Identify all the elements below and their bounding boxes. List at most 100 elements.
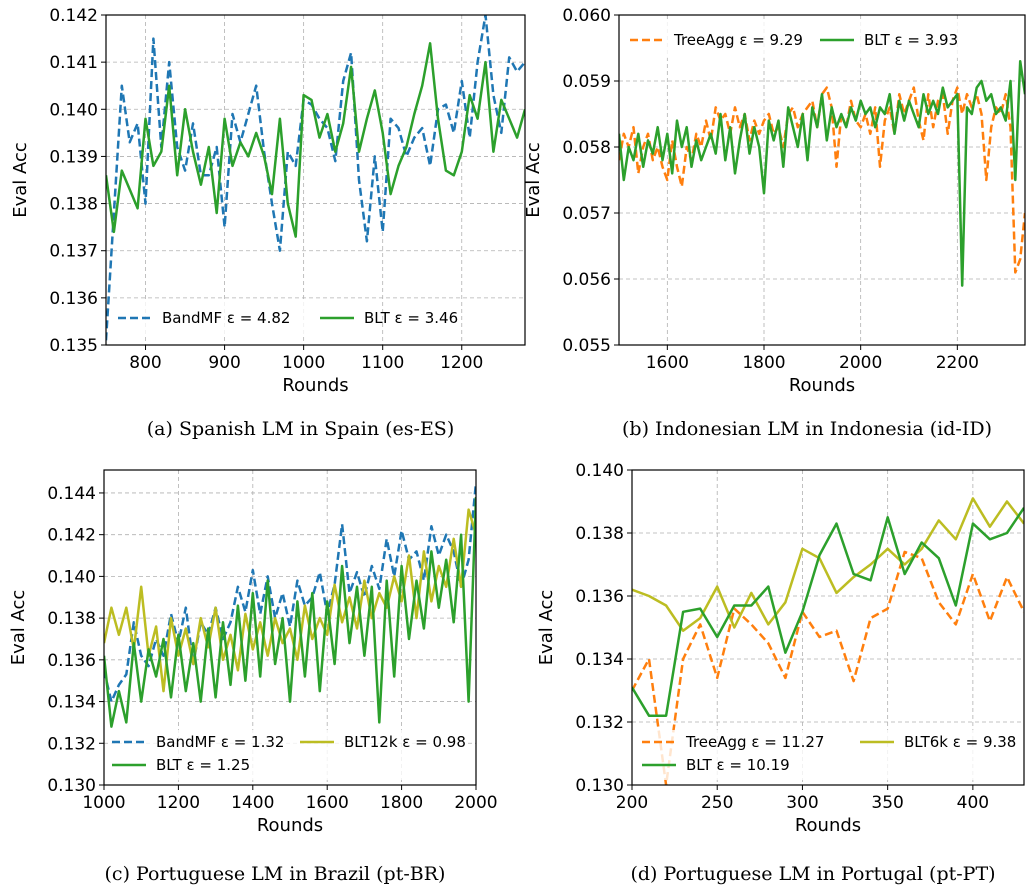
legend-label: BLT ε = 3.93 (864, 31, 958, 49)
y-tick-label: 0.138 (575, 524, 624, 544)
y-tick-label: 0.056 (562, 270, 611, 290)
x-tick-label: 250 (701, 793, 733, 813)
x-tick-label: 900 (208, 353, 240, 373)
y-tick-label: 0.134 (575, 650, 624, 670)
x-tick-label: 1800 (742, 353, 785, 373)
legend-label: BandMF ε = 1.32 (156, 733, 284, 751)
y-tick-label: 0.055 (562, 336, 611, 356)
x-tick-label: 2000 (454, 793, 497, 813)
series-line (632, 507, 1024, 717)
y-tick-label: 0.142 (47, 526, 96, 546)
series-group (632, 497, 1024, 785)
legend-label: BandMF ε = 4.82 (162, 309, 290, 327)
series-line (632, 550, 1024, 785)
panel-caption: (b) Indonesian LM in Indonesia (id-ID) (622, 418, 992, 440)
series-line (104, 482, 476, 703)
legend-label: TreeAgg ε = 9.29 (673, 31, 803, 49)
y-tick-label: 0.138 (47, 609, 96, 629)
y-tick-label: 0.132 (47, 734, 96, 754)
x-tick-label: 800 (129, 353, 161, 373)
legend-label: BLT ε = 10.19 (686, 756, 790, 774)
y-tick-label: 0.132 (575, 713, 624, 733)
y-tick-label: 0.136 (47, 651, 96, 671)
y-tick-label: 0.059 (562, 72, 611, 92)
y-tick-label: 0.136 (575, 587, 624, 607)
x-tick-label: 1100 (361, 353, 404, 373)
x-tick-label: 1200 (440, 353, 483, 373)
y-tick-label: 0.141 (49, 53, 98, 73)
legend-box (113, 300, 343, 336)
legend-box (636, 730, 1016, 780)
legend: TreeAgg ε = 11.27 BLT6k ε = 9.38 BLT ε = 1… (636, 730, 1016, 780)
panel-d-portugal-lm: 200 250 300 350 400 0.130 0.132 0.134 0.136 0.138… (536, 461, 1025, 885)
x-tick-label: 350 (871, 793, 903, 813)
y-tick-label: 0.140 (49, 100, 98, 120)
panel-c-brazil-lm: 1000 1200 1400 1600 1800 2000 0.130 0.132 0.134 0… (8, 469, 498, 885)
series-group (106, 15, 525, 341)
series-line (104, 497, 476, 728)
x-tick-label: 1800 (380, 793, 423, 813)
panel-caption: (a) Spanish LM in Spain (es-ES) (147, 418, 455, 440)
x-axis-label: Rounds (789, 375, 855, 396)
legend-label: BLT6k ε = 9.38 (904, 733, 1016, 751)
x-tick-label: 1000 (282, 353, 325, 373)
legend: BandMF ε = 1.32 BLT12k ε = 0.98 BLT ε = 1.… (108, 730, 468, 780)
x-tick-label: 1600 (646, 353, 689, 373)
x-tick-label: 1600 (306, 793, 349, 813)
series-line (619, 86, 1025, 274)
axes-frame (618, 14, 1026, 346)
legend-label: BLT ε = 1.25 (156, 756, 250, 774)
y-tick-label: 0.138 (49, 195, 98, 215)
y-tick-label: 0.136 (49, 289, 98, 309)
y-tick-label: 0.130 (47, 776, 96, 796)
axes-frame (105, 14, 526, 346)
legend: TreeAgg ε = 9.29 BLT ε = 3.93 (624, 22, 1014, 58)
legend-box (624, 22, 1014, 58)
x-axis-label: Rounds (257, 815, 323, 836)
series-line (106, 42, 525, 238)
legend: BandMF ε = 4.82 BLT ε = 3.46 (113, 300, 458, 336)
legend-label: TreeAgg ε = 11.27 (685, 733, 824, 751)
y-tick-label: 0.140 (47, 567, 96, 587)
panel-caption: (d) Portuguese LM in Portugal (pt-PT) (630, 863, 995, 885)
panel-b-indonesian-lm: 1600 1800 2000 2200 0.055 0.056 0.057 0.058 0.05… (523, 6, 1026, 440)
legend-label: BLT12k ε = 0.98 (344, 733, 466, 751)
panel-a-spanish-lm: 800 900 1000 1100 1200 0.135 0.136 0.137 0.138 0.… (10, 6, 526, 440)
legend-box (108, 730, 468, 780)
x-tick-label: 400 (957, 793, 989, 813)
x-tick-label: 1200 (157, 793, 200, 813)
y-tick-label: 0.139 (49, 147, 98, 167)
y-tick-label: 0.058 (562, 138, 611, 158)
series-line (632, 497, 1024, 632)
panel-caption: (c) Portuguese LM in Brazil (pt-BR) (105, 863, 446, 885)
x-tick-label: 300 (786, 793, 818, 813)
series-group (619, 59, 1025, 287)
x-tick-label: 1400 (231, 793, 274, 813)
y-tick-label: 0.134 (47, 693, 96, 713)
y-tick-label: 0.060 (562, 6, 611, 26)
y-tick-label: 0.142 (49, 6, 98, 26)
axes-frame (103, 469, 477, 786)
series-line (619, 59, 1025, 287)
y-axis-label: Eval Acc (523, 142, 544, 218)
series-group (104, 482, 476, 728)
axes-frame (631, 469, 1025, 786)
series-line (106, 15, 525, 341)
x-tick-label: 1000 (82, 793, 125, 813)
y-tick-label: 0.140 (575, 461, 624, 481)
y-tick-label: 0.137 (49, 242, 98, 262)
y-tick-label: 0.057 (562, 204, 611, 224)
x-axis-label: Rounds (282, 375, 348, 396)
x-tick-label: 200 (616, 793, 648, 813)
y-tick-label: 0.135 (49, 336, 98, 356)
y-axis-label: Eval Acc (536, 590, 557, 666)
legend-label: BLT ε = 3.46 (364, 309, 458, 327)
y-axis-label: Eval Acc (8, 590, 29, 666)
y-tick-label: 0.144 (47, 484, 96, 504)
y-axis-label: Eval Acc (10, 142, 31, 218)
x-axis-label: Rounds (795, 815, 861, 836)
x-tick-label: 2200 (936, 353, 979, 373)
x-tick-label: 2000 (839, 353, 882, 373)
y-tick-label: 0.130 (575, 776, 624, 796)
